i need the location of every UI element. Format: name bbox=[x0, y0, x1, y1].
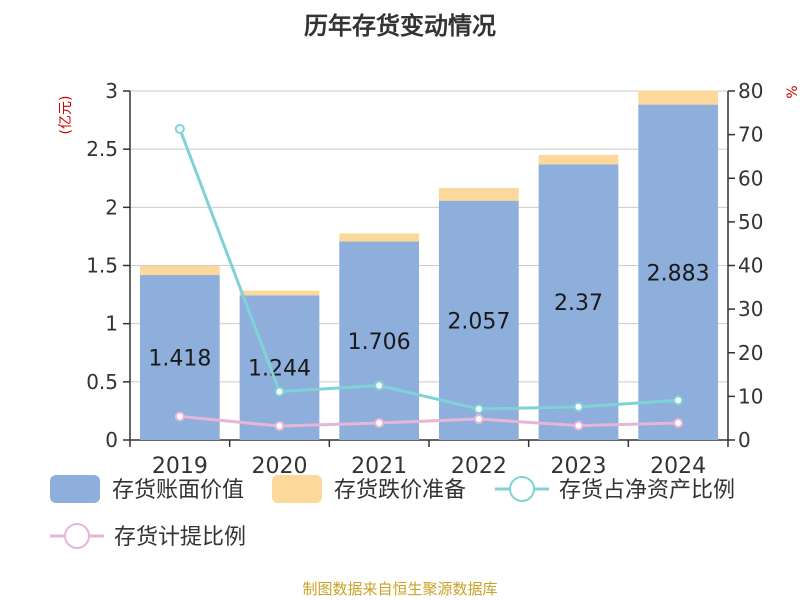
legend-swatch-1 bbox=[50, 475, 100, 503]
right-tick-label: 80 bbox=[738, 79, 763, 103]
legend-label-4: 存货计提比例 bbox=[114, 525, 246, 550]
line-point-2-2024 bbox=[673, 417, 684, 428]
bar-impairment-2023 bbox=[538, 154, 619, 165]
legend-label-1: 存货账面价值 bbox=[112, 478, 244, 503]
line-point-2-2023 bbox=[573, 420, 584, 431]
bar-book-value-2022 bbox=[438, 200, 519, 440]
line-point-1-2020 bbox=[274, 386, 285, 397]
right-tick-label: 30 bbox=[738, 297, 763, 321]
line-point-2-2022 bbox=[473, 414, 484, 425]
chart-title: 历年存货变动情况 bbox=[304, 12, 496, 40]
bar-impairment-2022 bbox=[438, 187, 519, 201]
legend-label-3: 存货占净资产比例 bbox=[559, 478, 735, 503]
line-point-2-2020 bbox=[274, 421, 285, 432]
line-point-2-2021 bbox=[374, 417, 385, 428]
bar-label-2019: 1.418 bbox=[148, 347, 211, 372]
left-tick-label: 3 bbox=[105, 79, 118, 103]
right-tick-label: 50 bbox=[738, 210, 763, 234]
left-tick-label: 1 bbox=[105, 312, 118, 336]
left-tick-label: 0 bbox=[105, 428, 118, 452]
bar-impairment-2021 bbox=[339, 233, 420, 242]
line-point-1-2021 bbox=[374, 380, 385, 391]
right-tick-label: 70 bbox=[738, 123, 763, 147]
bar-label-2021: 1.706 bbox=[348, 330, 411, 355]
line-point-1-2024 bbox=[673, 395, 684, 406]
x-tick-label-2020: 2020 bbox=[252, 454, 308, 479]
lines bbox=[174, 123, 684, 432]
line-point-1-2022 bbox=[473, 404, 484, 415]
line-point-1-2019 bbox=[174, 123, 185, 134]
legend-swatch-2 bbox=[272, 475, 322, 503]
right-tick-label: 40 bbox=[738, 254, 763, 278]
bar-book-value-2023 bbox=[538, 164, 619, 441]
legend-marker-4 bbox=[64, 523, 90, 549]
bar-impairment-2020 bbox=[239, 290, 320, 296]
x-tick-label-2024: 2024 bbox=[650, 454, 706, 479]
right-tick-label: 60 bbox=[738, 166, 763, 190]
x-tick-label-2021: 2021 bbox=[351, 454, 407, 479]
bar-label-2022: 2.057 bbox=[447, 309, 510, 334]
x-tick-label-2022: 2022 bbox=[451, 454, 507, 479]
bar-label-2024: 2.883 bbox=[647, 261, 710, 286]
bar-impairment-2024 bbox=[638, 90, 719, 105]
line-series-1 bbox=[178, 128, 679, 411]
right-tick-label: 20 bbox=[738, 341, 763, 365]
bar-label-2020: 1.244 bbox=[248, 357, 311, 382]
right-tick-label: 0 bbox=[738, 428, 751, 452]
source-note: 制图数据来自恒生聚源数据库 bbox=[302, 580, 497, 598]
bar-book-value-2024 bbox=[638, 104, 719, 441]
bar-book-value-2021 bbox=[339, 241, 420, 440]
line-series-2 bbox=[179, 414, 679, 428]
right-axis-unit: % bbox=[785, 85, 800, 98]
legend-marker-3 bbox=[509, 476, 535, 502]
right-tick-label: 10 bbox=[738, 384, 763, 408]
bar-label-2023: 2.37 bbox=[554, 291, 603, 316]
line-point-1-2023 bbox=[573, 401, 584, 412]
x-tick-label-2019: 2019 bbox=[152, 454, 208, 479]
left-tick-label: 0.5 bbox=[86, 370, 118, 394]
x-tick-label-2023: 2023 bbox=[551, 454, 607, 479]
left-tick-label: 2 bbox=[105, 195, 118, 219]
left-tick-label: 2.5 bbox=[86, 137, 118, 161]
legend-label-2: 存货跌价准备 bbox=[334, 478, 466, 503]
left-tick-label: 1.5 bbox=[86, 254, 118, 278]
left-axis-unit: (亿元) bbox=[58, 96, 74, 135]
line-point-2-2019 bbox=[174, 411, 185, 422]
bar-impairment-2019 bbox=[139, 265, 220, 276]
